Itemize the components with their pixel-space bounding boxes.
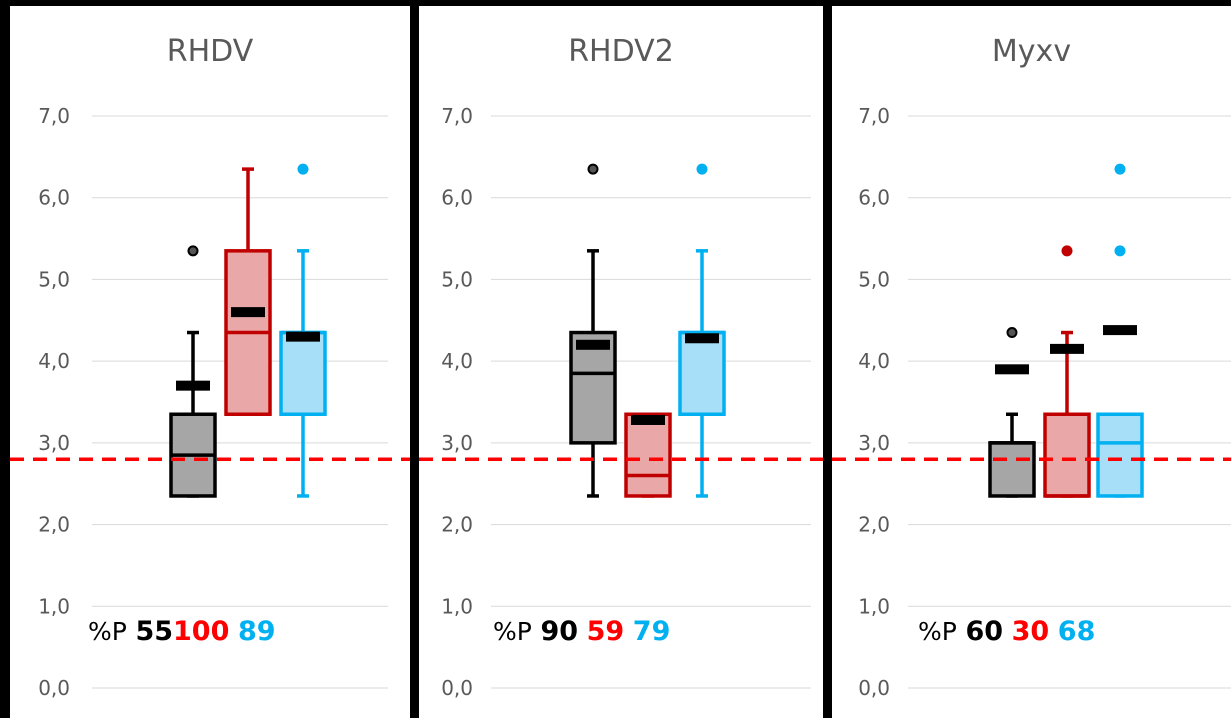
y-tick-label: 0,0 [858, 676, 890, 700]
y-tick-label: 2,0 [38, 513, 70, 537]
outlier-point [696, 163, 708, 175]
y-tick-label: 1,0 [38, 594, 70, 618]
box [1043, 412, 1091, 498]
y-tick-label: 3,0 [858, 431, 890, 455]
y-tick-label: 3,0 [441, 431, 473, 455]
percent-blue: 79 [632, 616, 671, 647]
outlier-point [1114, 163, 1126, 175]
panel-title: RHDV [166, 34, 254, 69]
y-tick-label: 0,0 [38, 676, 70, 700]
mean-marker [286, 331, 320, 342]
percent-prefix: %P [493, 617, 532, 646]
percent-row: %P 60 30 68 [918, 616, 1095, 647]
percent-black: 60 [965, 616, 1004, 647]
outlier-point [587, 163, 599, 175]
y-tick-label: 1,0 [858, 594, 890, 618]
y-tick-label: 4,0 [38, 349, 70, 373]
y-tick-label: 2,0 [441, 513, 473, 537]
chart-panel-myxv: Myxv 0,0 1,0 2,0 3,0 4,0 5,0 6,0 7,0 %P 60 30 6… [832, 6, 1231, 718]
panel-title: RHDV2 [568, 34, 674, 69]
y-tick-label: 1,0 [441, 594, 473, 618]
chart-panel-rhdv2: RHDV2 0,0 1,0 2,0 3,0 4,0 5,0 6,0 7,0 %P 90 59 … [419, 6, 823, 718]
box [988, 441, 1036, 498]
percent-blue: 89 [237, 616, 276, 647]
outlier-point [1006, 327, 1018, 339]
y-tick-label: 4,0 [441, 349, 473, 373]
box [1096, 412, 1144, 498]
outlier-point [1061, 245, 1073, 257]
y-tick-label: 0,0 [441, 676, 473, 700]
mean-marker [231, 307, 265, 318]
y-tick-label: 2,0 [858, 513, 890, 537]
y-tick-label: 5,0 [858, 267, 890, 291]
mean-marker [176, 380, 210, 391]
percent-prefix: %P [918, 617, 957, 646]
panel-title: Myxv [991, 34, 1072, 69]
outlier-point [297, 163, 309, 175]
y-tick-label: 4,0 [858, 349, 890, 373]
percent-prefix: %P [88, 617, 127, 646]
outlier-point [187, 245, 199, 257]
percent-row: %P 55100 89 [88, 616, 276, 647]
y-tick-label: 6,0 [441, 186, 473, 210]
y-tick-label: 6,0 [858, 186, 890, 210]
percent-blue: 68 [1057, 616, 1096, 647]
y-tick-label: 7,0 [38, 104, 70, 128]
boxplot-rhdv: 0,0 1,0 2,0 3,0 4,0 5,0 6,0 7,0 [10, 104, 410, 700]
y-tick-label: 5,0 [38, 267, 70, 291]
percent-red: 59 [586, 616, 625, 647]
percent-row: %P 90 59 79 [493, 616, 670, 647]
percent-red: 100 [173, 616, 230, 647]
boxplot-rhdv2: 0,0 1,0 2,0 3,0 4,0 5,0 6,0 7,0 [419, 104, 823, 700]
mean-marker [631, 414, 665, 425]
mean-marker [576, 339, 610, 350]
box [624, 412, 672, 498]
percent-red: 30 [1011, 616, 1050, 647]
mean-marker [1103, 325, 1137, 336]
boxplot-myxv: 0,0 1,0 2,0 3,0 4,0 5,0 6,0 7,0 [832, 104, 1231, 700]
y-tick-label: 7,0 [858, 104, 890, 128]
y-tick-label: 6,0 [38, 186, 70, 210]
box [279, 330, 327, 417]
mean-marker [685, 333, 719, 344]
percent-black: 90 [540, 616, 579, 647]
y-tick-label: 7,0 [441, 104, 473, 128]
y-tick-label: 5,0 [441, 267, 473, 291]
outlier-point [1114, 245, 1126, 257]
mean-marker [1050, 343, 1084, 354]
box [569, 330, 617, 445]
mean-marker [995, 364, 1029, 375]
box [678, 330, 726, 417]
y-tick-label: 3,0 [38, 431, 70, 455]
chart-panel-rhdv: RHDV 0,0 1,0 2,0 3,0 4,0 5,0 6,0 7,0 %P 55100 8… [10, 6, 410, 718]
percent-black: 55 [135, 616, 174, 647]
